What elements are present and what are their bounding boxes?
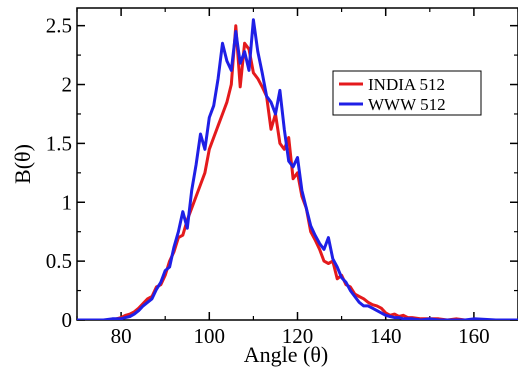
series-line-india-512 (77, 24, 518, 320)
y-tick-label: 1 (62, 190, 73, 214)
legend: INDIA 512 WWW 512 (332, 70, 482, 116)
y-tick-label: 2.5 (46, 14, 72, 38)
y-axis-title: B(θ) (10, 144, 35, 184)
x-tick-label: 140 (370, 324, 402, 348)
x-tick-label: 160 (458, 324, 490, 348)
legend-box (332, 70, 482, 116)
x-axis-title: Angle (θ) (244, 342, 328, 367)
x-tick-label: 80 (111, 324, 132, 348)
y-tick-label: 1.5 (46, 131, 72, 155)
y-tick-label: 0.5 (46, 249, 72, 273)
legend-label-india-512: INDIA 512 (368, 75, 445, 94)
x-tick-label: 100 (194, 324, 226, 348)
y-tick-label: 2 (62, 73, 73, 97)
y-tick-label: 0 (62, 308, 73, 332)
legend-label-www-512: WWW 512 (368, 95, 446, 114)
series-line-www-512 (77, 18, 518, 320)
x-tick-label: 120 (282, 324, 314, 348)
axis-ticks: 80 100 120 140 160 0 0.5 1 1.5 2 2.5 (46, 8, 518, 348)
series-lines (77, 18, 518, 320)
